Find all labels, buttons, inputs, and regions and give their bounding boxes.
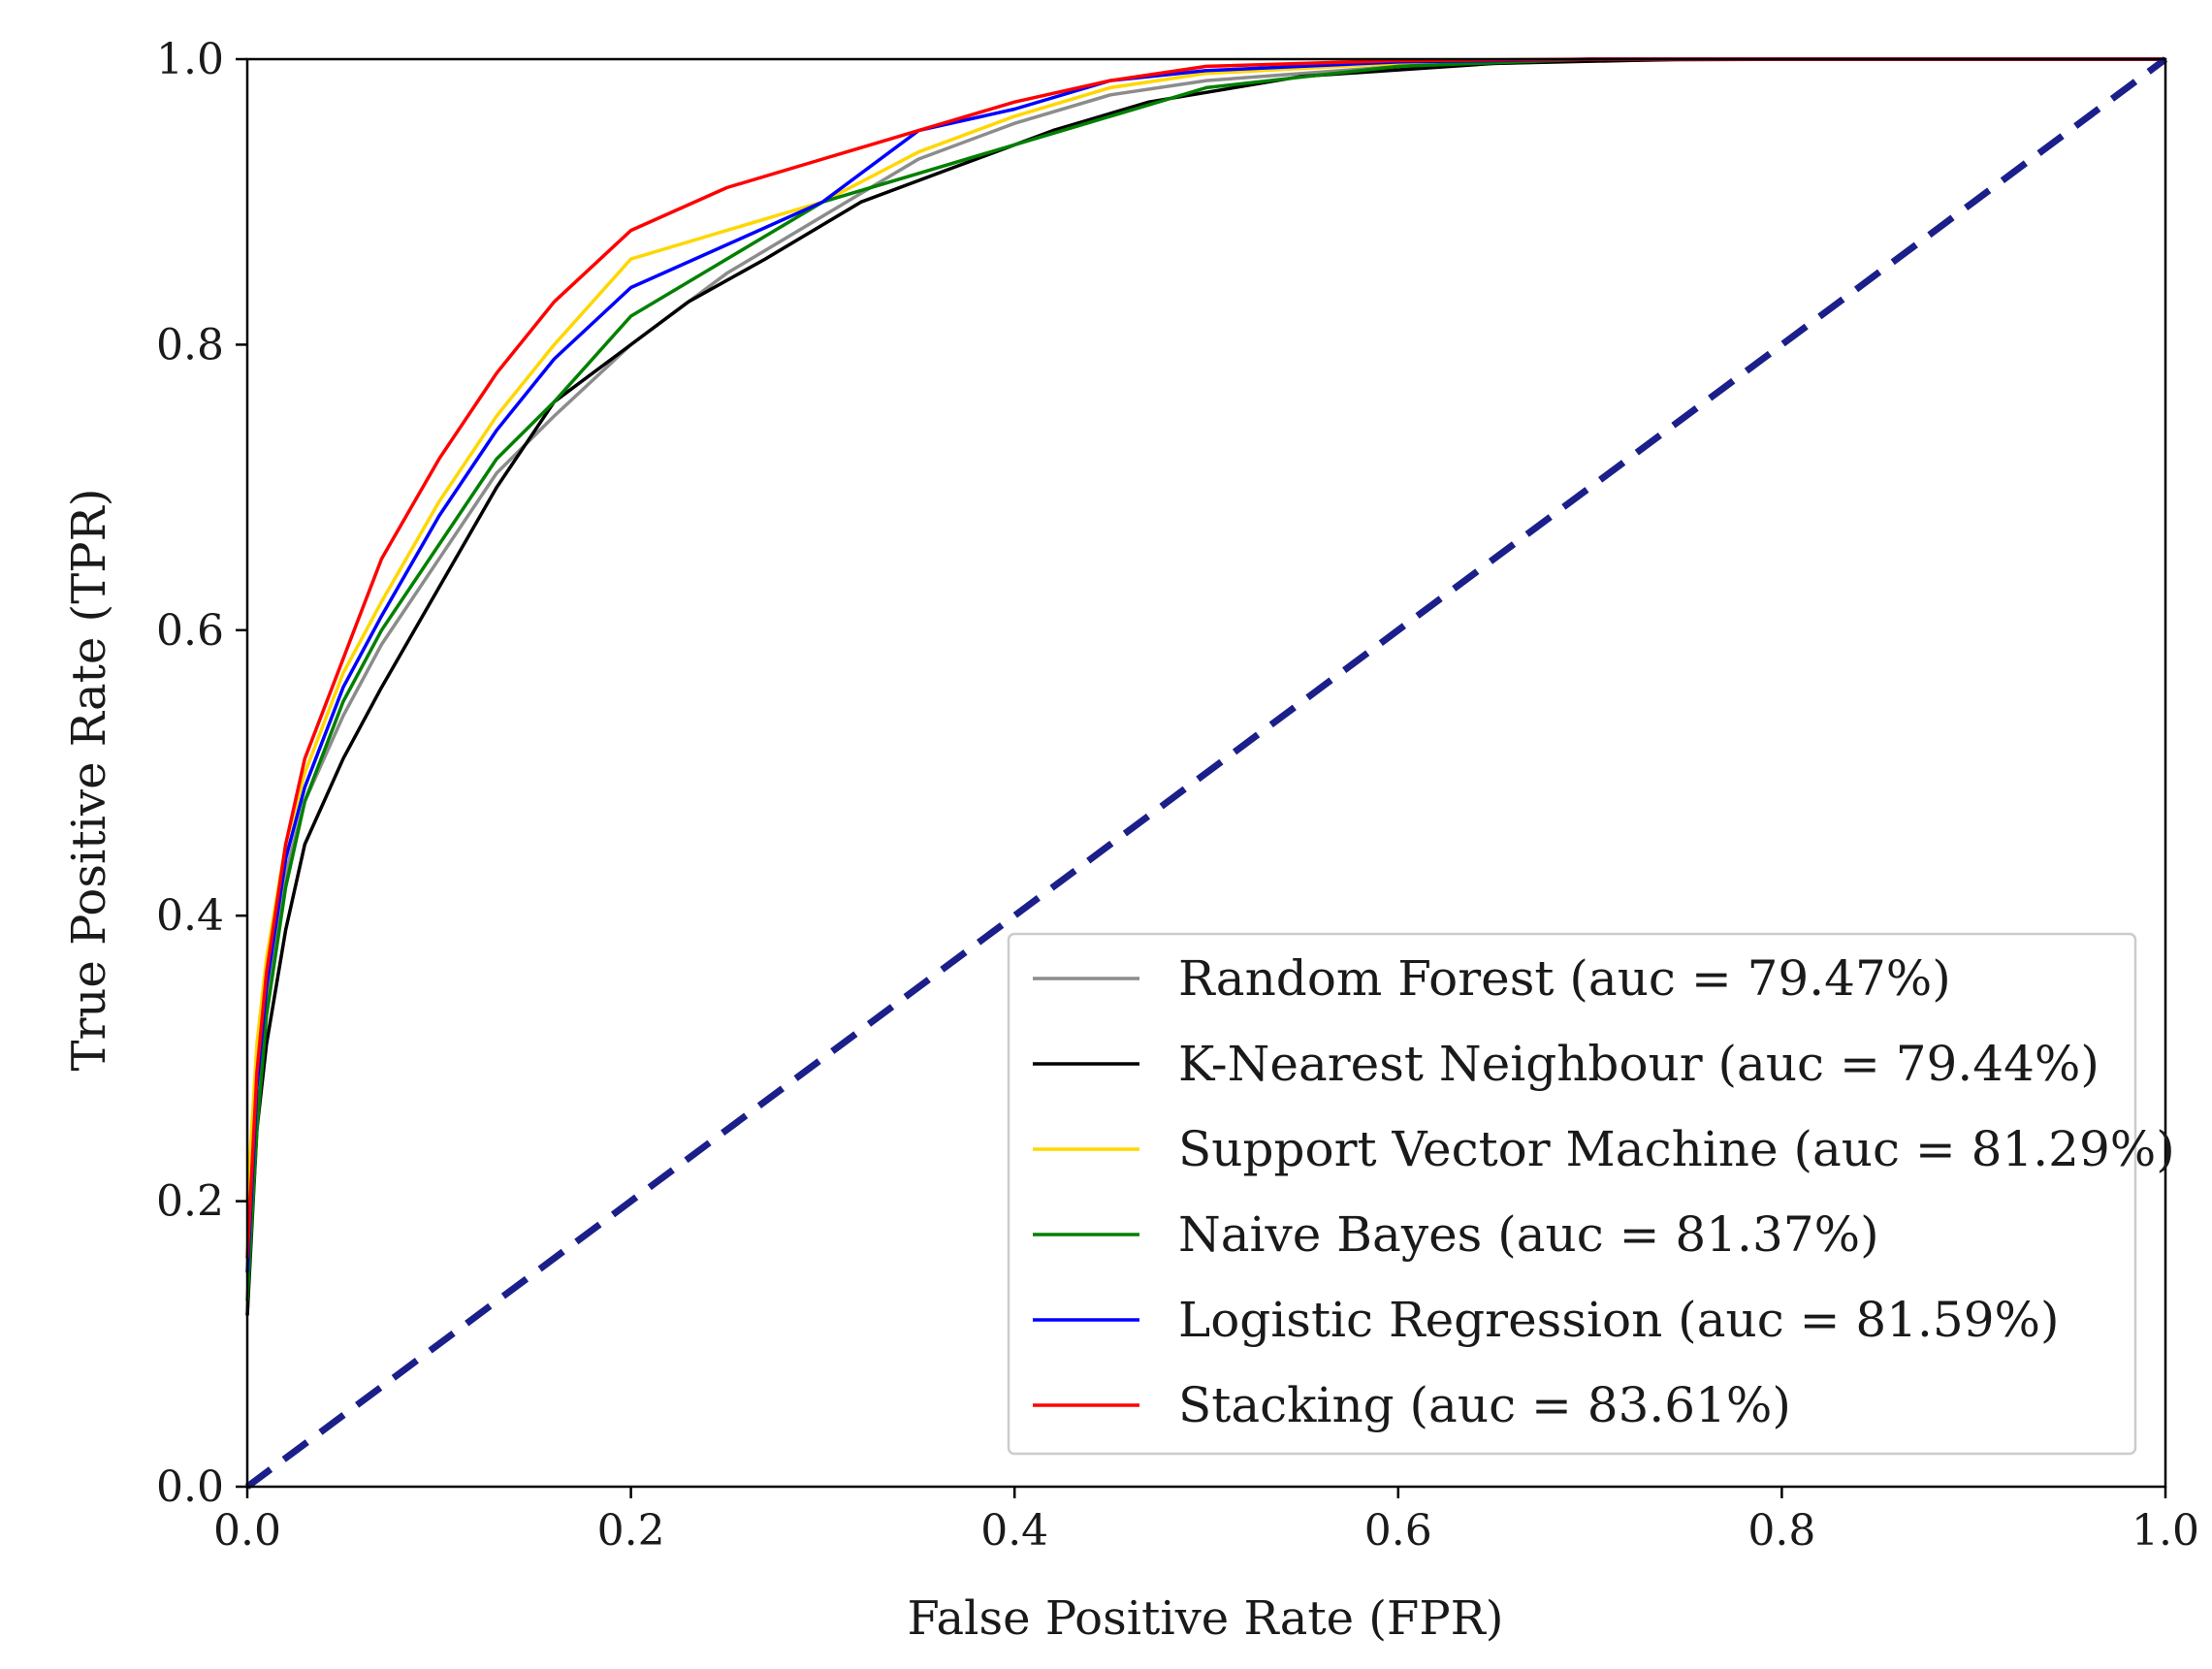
x-tick-label: 1.0: [2132, 1506, 2199, 1556]
y-tick-label: 0.8: [156, 320, 224, 369]
x-tick-label: 0.8: [1747, 1506, 1815, 1556]
legend-label-3: Naive Bayes (auc = 81.37%): [1178, 1206, 1879, 1263]
plot-frame: [245, 57, 2167, 1489]
x-tick-label: 0.2: [597, 1506, 665, 1556]
series-line-3: [245, 57, 2165, 1301]
x-tick-label: 0.0: [213, 1506, 281, 1556]
x-tick-label: 0.4: [980, 1506, 1048, 1556]
y-tick-label: 0.2: [156, 1177, 224, 1227]
axes-frame: [245, 57, 2167, 1489]
axis-ticks: 0.0 0.2 0.4 0.6 0.8 1.0 0.0 0.2 0.4 0.6 0.8 1.0: [156, 35, 2199, 1556]
y-tick-label: 0.4: [156, 891, 224, 941]
y-tick-label: 0.6: [156, 606, 224, 656]
y-tick-label: 1.0: [156, 35, 224, 84]
legend-label-5: Stacking (auc = 83.61%): [1178, 1377, 1791, 1433]
series-layer: [244, 56, 2168, 1490]
legend: Random Forest (auc = 79.47%) K-Nearest Ne…: [1007, 932, 2175, 1456]
legend-label-0: Random Forest (auc = 79.47%): [1178, 950, 1951, 1007]
legend-box: [1007, 932, 2137, 1456]
y-tick-label: 0.0: [156, 1462, 224, 1512]
x-axis-label: False Positive Rate (FPR): [908, 1591, 1504, 1646]
legend-label-4: Logistic Regression (auc = 81.59%): [1178, 1292, 2060, 1348]
legend-label-2: Support Vector Machine (auc = 81.29%): [1178, 1121, 2175, 1177]
x-tick-label: 0.6: [1364, 1506, 1432, 1556]
diagonal-reference-line: [244, 56, 2168, 1490]
y-axis-label: True Positive Rate (TPR): [62, 489, 116, 1072]
series-line-1: [245, 57, 2165, 1316]
legend-label-1: K-Nearest Neighbour (auc = 79.44%): [1178, 1036, 2100, 1092]
